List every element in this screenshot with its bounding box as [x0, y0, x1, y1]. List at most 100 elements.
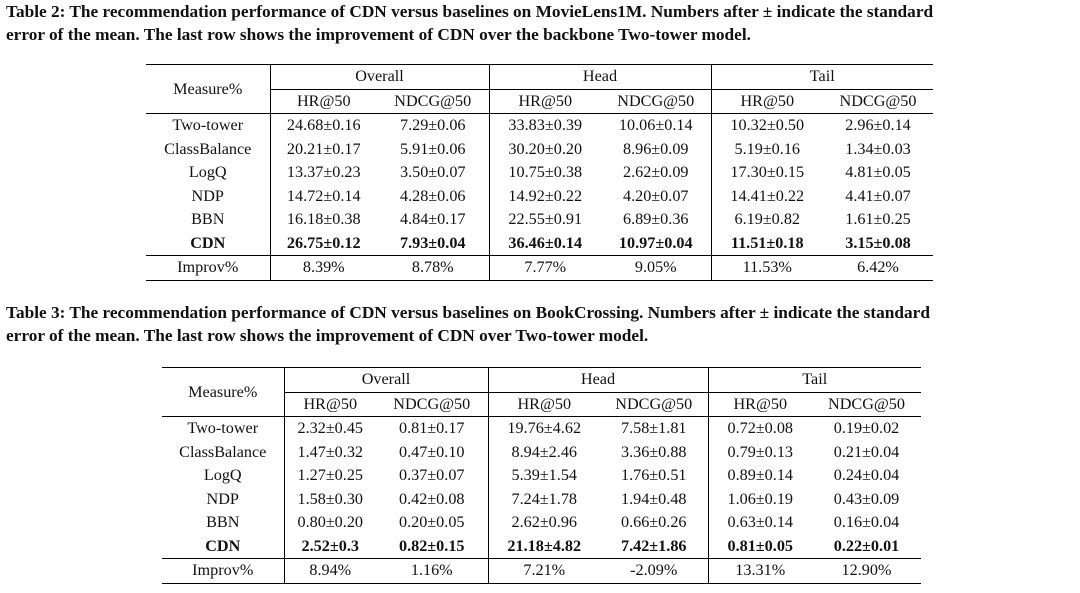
row-name: NDP [191, 186, 224, 205]
table-cell: 2.52±0.3 [283, 534, 376, 559]
table2-caption: Table 2: The recommendation performance … [6, 0, 1078, 46]
table-cell: 14.41±0.22 [710, 184, 823, 208]
table-cell: 11.53% [710, 255, 823, 280]
table2-group-tail: Tail [710, 64, 933, 90]
table-cell: 1.47±0.32 [283, 440, 376, 464]
table-cell: 17.30±0.15 [710, 161, 823, 185]
row-name: BBN [206, 513, 240, 532]
table-row-improv: Improv% 8.94% 1.16% 7.21% -2.09% 13.31% … [162, 558, 921, 583]
row-name: Improv% [162, 558, 284, 583]
table-row-improv: Improv% 8.39% 8.78% 7.77% 9.05% 11.53% 6… [146, 255, 933, 280]
table2-caption-line-1: Table 2: The recommendation performance … [6, 2, 934, 21]
table-cell: 4.81±0.05 [845, 163, 911, 182]
table-cell: 21.18±4.82 [487, 534, 600, 559]
table-cell: 10.06±0.14 [618, 116, 693, 135]
table-cell: 0.20±0.05 [398, 513, 465, 532]
table-cell: 0.42±0.08 [398, 489, 465, 508]
table-cell: 0.47±0.10 [398, 442, 465, 461]
table-cell: 6.19±0.82 [710, 208, 823, 232]
row-name: ClassBalance [164, 139, 252, 158]
table-cell: 11.51±0.18 [710, 231, 823, 256]
table-cell: 0.81±0.05 [707, 534, 812, 559]
table-row: Two-tower 24.68±0.16 7.29±0.06 33.83±0.3… [146, 113, 933, 138]
table-cell: 3.36±0.88 [620, 442, 687, 461]
table3-measure-header: Measure% [162, 367, 284, 417]
table3-group-tail: Tail [707, 367, 921, 393]
table-cell: 0.19±0.02 [833, 419, 900, 438]
table-cell: 2.62±0.96 [487, 511, 600, 535]
table3-subheader: HR@50 [487, 392, 600, 417]
table2-measure-header: Measure% [146, 64, 270, 114]
table-cell: 7.21% [487, 558, 600, 583]
table2-subheader: HR@50 [710, 89, 823, 114]
table-cell: 12.90% [812, 558, 921, 583]
table-cell: 5.91±0.06 [399, 139, 466, 158]
table-row-cdn: CDN 2.52±0.3 0.82±0.15 21.18±4.82 7.42±1… [162, 534, 921, 559]
table3-subheader: HR@50 [707, 392, 812, 417]
table2-subheader: NDCG@50 [377, 89, 489, 114]
table-cell: 10.97±0.04 [618, 233, 693, 252]
table-cell: 0.24±0.04 [833, 466, 900, 485]
table3-subheader-row: HR@50 NDCG@50 HR@50 NDCG@50 HR@50 NDCG@5… [162, 392, 921, 417]
table-cell: 0.21±0.04 [833, 442, 900, 461]
table-cell: 0.72±0.08 [707, 416, 812, 441]
table-cell: 0.82±0.15 [398, 536, 465, 555]
table-cell: 0.16±0.04 [833, 513, 900, 532]
row-name: NDP [206, 489, 239, 508]
table-row: ClassBalance 1.47±0.32 0.47±0.10 8.94±2.… [162, 440, 921, 464]
table-cell: 1.34±0.03 [845, 139, 911, 158]
table3-subheader: HR@50 [283, 392, 376, 417]
table-cell: 0.66±0.26 [620, 513, 687, 532]
table-row: LogQ 1.27±0.25 0.37±0.07 5.39±1.54 1.76±… [162, 464, 921, 488]
table3-subheader: NDCG@50 [600, 392, 708, 417]
table-cell: 19.76±4.62 [487, 416, 600, 441]
table-cell: 9.05% [601, 255, 711, 280]
table-cell: 10.32±0.50 [710, 113, 823, 138]
row-name: ClassBalance [179, 442, 267, 461]
table-cell: 13.37±0.23 [269, 161, 377, 185]
table2-group-overall: Overall [269, 64, 489, 90]
row-name: LogQ [203, 466, 242, 485]
row-name: Two-tower [187, 419, 259, 438]
table-cell: 6.42% [823, 255, 933, 280]
table-cell: 16.18±0.38 [269, 208, 377, 232]
table-cell: 8.94±2.46 [487, 440, 600, 464]
table3-subheader: NDCG@50 [376, 392, 488, 417]
table-cell: 36.46±0.14 [488, 231, 601, 256]
table-cell: 7.29±0.06 [399, 116, 466, 135]
table2-subheader-row: HR@50 NDCG@50 HR@50 NDCG@50 HR@50 NDCG@5… [146, 89, 933, 114]
table-cell: 1.06±0.19 [707, 487, 812, 511]
table-cell: 2.62±0.09 [622, 163, 689, 182]
table-cell: 7.93±0.04 [399, 233, 466, 252]
table-cell: 4.28±0.06 [399, 186, 466, 205]
row-name: LogQ [188, 163, 227, 182]
table-cell: 33.83±0.39 [488, 113, 601, 138]
table-cell: 2.32±0.45 [283, 416, 376, 441]
table-cell: 8.96±0.09 [622, 139, 689, 158]
table-row: NDP 14.72±0.14 4.28±0.06 14.92±0.22 4.20… [146, 184, 933, 208]
table-row: ClassBalance 20.21±0.17 5.91±0.06 30.20±… [146, 137, 933, 161]
table-cell: 8.39% [269, 255, 377, 280]
table-cell: 1.76±0.51 [620, 466, 687, 485]
table3-group-overall: Overall [283, 367, 488, 393]
table-cell: 3.15±0.08 [845, 233, 911, 252]
table3-caption: Table 3: The recommendation performance … [6, 301, 1078, 347]
row-name: CDN [190, 233, 226, 252]
table-cell: 3.50±0.07 [399, 163, 466, 182]
row-name: Improv% [146, 255, 270, 280]
table-cell: 26.75±0.12 [269, 231, 377, 256]
table-cell: 0.22±0.01 [833, 536, 900, 555]
table-cell: 1.27±0.25 [283, 464, 376, 488]
table-cell: 4.84±0.17 [399, 210, 466, 229]
table-cell: 24.68±0.16 [269, 113, 377, 138]
table-cell: 10.75±0.38 [488, 161, 601, 185]
table-cell: 7.58±1.81 [620, 419, 687, 438]
table-cell: 0.80±0.20 [283, 511, 376, 535]
table-cell: 1.94±0.48 [620, 489, 687, 508]
table-cell: 5.39±1.54 [487, 464, 600, 488]
table2-group-head: Head [488, 64, 711, 90]
table-row: BBN 0.80±0.20 0.20±0.05 2.62±0.96 0.66±0… [162, 511, 921, 535]
table2-subheader: HR@50 [269, 89, 377, 114]
table3-subheader: NDCG@50 [812, 392, 921, 417]
table-row: BBN 16.18±0.38 4.84±0.17 22.55±0.91 6.89… [146, 208, 933, 232]
